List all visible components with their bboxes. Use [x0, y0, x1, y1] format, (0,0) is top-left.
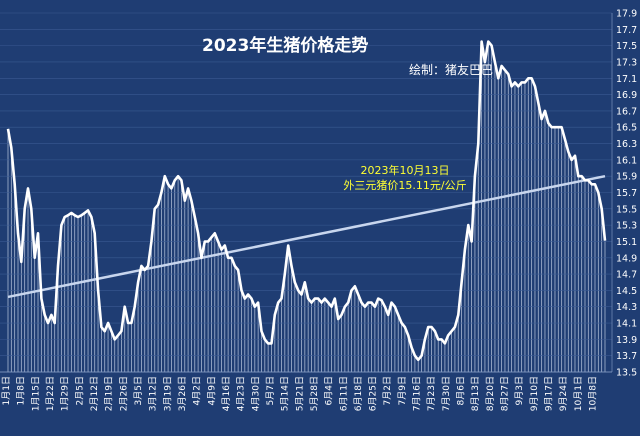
trend-line	[7, 174, 606, 299]
x-tick-label: 9月24日	[558, 376, 569, 411]
x-tick-label: 5月7日	[265, 376, 276, 405]
y-tick-label: 16.7	[616, 106, 637, 117]
x-tick-label: 7月9日	[397, 376, 408, 405]
series-group	[6, 40, 607, 362]
x-tick-label: 6月18日	[353, 376, 364, 411]
x-tick-label: 8月13日	[470, 376, 481, 411]
y-tick-label: 13.5	[616, 368, 637, 379]
x-tick-label: 5月14日	[280, 376, 291, 411]
y-tick-label: 14.7	[616, 270, 637, 281]
x-tick-label: 4月23日	[236, 376, 247, 411]
y-tick-label: 16.5	[616, 123, 637, 134]
chart-title: 2023年生猪价格走势	[202, 35, 368, 56]
x-tick-label: 8月27日	[500, 376, 511, 411]
x-tick-label: 3月12日	[148, 376, 159, 411]
x-tick-label: 7月2日	[382, 376, 393, 405]
x-tick-label: 4月2日	[192, 376, 203, 405]
price-line	[6, 40, 607, 362]
y-tick-label: 15.3	[616, 221, 637, 232]
y-tick-label: 15.1	[616, 237, 637, 248]
x-tick-label: 7月30日	[441, 376, 452, 411]
y-tick-label: 15.9	[616, 172, 637, 183]
x-tick-label: 3月5日	[133, 376, 144, 405]
x-tick-label: 1月29日	[60, 376, 71, 411]
y-tick-label: 16.9	[616, 90, 637, 101]
y-tick-label: 17.9	[616, 9, 637, 20]
x-tick-label: 3月19日	[162, 376, 173, 411]
x-tick-label: 9月10日	[529, 376, 540, 411]
y-tick-label: 15.5	[616, 204, 637, 215]
x-tick-label: 4月30日	[250, 376, 261, 411]
chart-credit: 绘制：猪友巴巴	[409, 62, 493, 77]
y-tick-label: 16.1	[616, 155, 637, 166]
x-tick-label: 2月19日	[104, 376, 115, 411]
y-tick-label: 17.3	[616, 57, 637, 68]
x-tick-label: 4月16日	[221, 376, 232, 411]
y-tick-label: 17.7	[616, 25, 637, 36]
x-tick-label: 7月23日	[426, 376, 437, 411]
x-tick-label: 9月3日	[514, 376, 525, 405]
y-tick-label: 14.1	[616, 319, 637, 330]
x-tick-label: 10月1日	[573, 376, 584, 411]
x-tick-label: 1月1日	[1, 376, 12, 405]
y-tick-label: 13.9	[616, 335, 637, 346]
y-tick-label: 13.7	[616, 351, 637, 362]
x-tick-label: 2月5日	[74, 376, 85, 405]
y-tick-label: 15.7	[616, 188, 637, 199]
x-tick-label: 5月21日	[294, 376, 305, 411]
y-tick-label: 16.3	[616, 139, 637, 150]
x-tick-label: 1月8日	[16, 376, 27, 405]
x-tick-label: 1月15日	[30, 376, 41, 411]
y-tick-label: 17.5	[616, 41, 637, 52]
x-tick-label: 8月6日	[456, 376, 467, 405]
x-tick-label: 7月16日	[412, 376, 423, 411]
x-tick-label: 10月8日	[588, 376, 599, 411]
x-tick-label: 6月11日	[338, 376, 349, 411]
x-tick-label: 2月26日	[118, 376, 129, 411]
y-axis: 13.5 13.7 13.9 14.1 14.3 14.5 14.7 14.9 15.1 15.3…	[611, 9, 637, 379]
annotation-date: 2023年10月13日	[361, 163, 450, 177]
y-tick-label: 14.5	[616, 286, 637, 297]
x-axis: 1月1日 1月8日 1月15日 1月22日 1月29日 2月5日 2月12日 2月19日 2月2…	[0, 371, 612, 411]
annotation-price: 外三元猪价15.11元/公斤	[343, 179, 466, 192]
x-tick-label: 4月9日	[206, 376, 217, 405]
x-tick-label: 2月12日	[89, 376, 100, 411]
x-tick-label: 6月25日	[368, 376, 379, 411]
x-tick-label: 8月20日	[485, 376, 496, 411]
x-tick-label: 6月4日	[324, 376, 335, 405]
trend-line-group	[7, 174, 606, 299]
x-tick-label: 9月17日	[544, 376, 555, 411]
y-tick-label: 14.3	[616, 302, 637, 313]
x-tick-label: 1月22日	[45, 376, 56, 411]
y-tick-label: 17.1	[616, 74, 637, 85]
x-tick-label: 5月28日	[309, 376, 320, 411]
x-tick-label: 3月26日	[177, 376, 188, 411]
y-tick-label: 14.9	[616, 253, 637, 264]
